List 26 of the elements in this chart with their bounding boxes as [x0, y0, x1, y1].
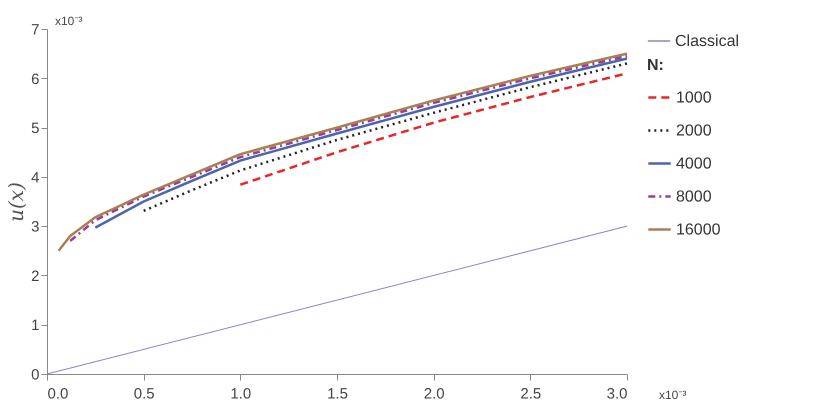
legend-label: 4000: [676, 156, 712, 172]
legend-label: 16000: [676, 222, 721, 238]
y-tick-label: 7: [31, 22, 40, 38]
y-tick-label: 1: [31, 317, 40, 334]
y-axis-title: u(x): [4, 182, 28, 222]
legend-title: N:: [647, 57, 664, 74]
line-series: [142, 62, 628, 212]
text: x10⁻³: [659, 388, 686, 402]
x-tick-label: 2.5: [520, 386, 542, 402]
y-tick-label: 3: [31, 218, 40, 236]
y-tick-label: 6: [31, 70, 40, 88]
y-tick-label: 2: [31, 268, 40, 285]
legend-label: 8000: [676, 188, 712, 206]
x-tick-label: 1.0: [230, 386, 252, 402]
text: x10⁻³: [55, 14, 82, 28]
y-tick-label: 5: [31, 120, 40, 138]
x-tick-label: 2.0: [424, 386, 445, 402]
legend-label: Classical: [675, 33, 740, 50]
y-tick-label: 0: [31, 366, 40, 384]
legend-label: 1000: [676, 90, 712, 106]
legend-label: 2000: [676, 122, 712, 140]
y-tick-label: 4: [31, 169, 40, 186]
x-tick-label: 1.5: [327, 386, 348, 402]
x-tick-label: 3.0: [606, 386, 628, 402]
x-tick-label: 0.5: [134, 386, 155, 402]
x-tick-label: 0.0: [48, 386, 68, 402]
